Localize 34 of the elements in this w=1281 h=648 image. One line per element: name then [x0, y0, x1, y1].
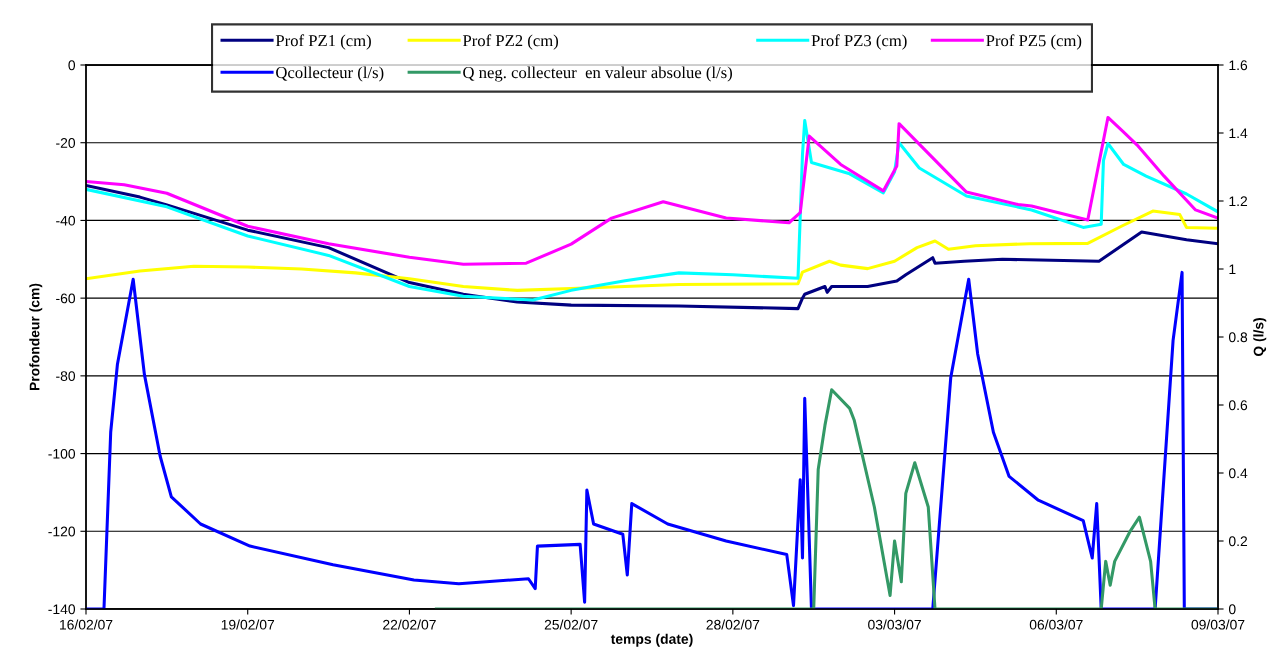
x-tick-label: 06/03/07 [1029, 619, 1083, 630]
legend-label: Prof PZ1 (cm) [275, 34, 371, 50]
y-tick-label: -140 [48, 604, 76, 615]
legend-label: Prof PZ5 (cm) [986, 34, 1082, 50]
y2-tick-label: 1 [1229, 264, 1236, 275]
legend-label: Qcollecteur (l/s) [276, 66, 384, 82]
legend-label: Prof PZ3 (cm) [811, 34, 907, 50]
y2-tick-label: 1.4 [1229, 128, 1248, 139]
x-tick-label: 16/02/07 [60, 619, 113, 630]
y-tick-label: -40 [56, 215, 76, 226]
legend-label: Prof PZ2 (cm) [462, 34, 559, 50]
y-tick-label: -80 [56, 371, 76, 382]
y-tick-label: -100 [48, 448, 76, 459]
x-tick-label: 19/02/07 [221, 619, 275, 630]
y-tick-label: 0 [68, 60, 76, 71]
x-tick-label: 25/02/07 [544, 619, 598, 630]
y2-tick-label: 0.6 [1228, 400, 1248, 411]
y2-tick-label: 0 [1228, 604, 1236, 615]
x-axis-title: temps (date) [610, 633, 693, 647]
legend-label: Q neg. collecteur en valeur absolue (l/s) [463, 66, 732, 82]
y2-axis-title: Q (l/s) [1253, 318, 1267, 357]
x-tick-label: 03/03/07 [868, 619, 921, 630]
y2-tick-label: 0.2 [1228, 536, 1248, 547]
y-tick-label: -120 [48, 526, 76, 537]
y2-tick-label: 0.8 [1228, 332, 1248, 343]
y-tick-label: -60 [56, 293, 76, 304]
y-tick-label: -20 [56, 138, 76, 148]
y-axis-title: Profondeur (cm) [29, 283, 43, 391]
y2-tick-label: 1.6 [1229, 60, 1248, 71]
x-tick-label: 28/02/07 [706, 619, 760, 630]
x-tick-label: 09/03/07 [1191, 619, 1245, 630]
y2-tick-label: 1.2 [1229, 196, 1248, 207]
y2-tick-label: 0.4 [1228, 468, 1248, 479]
x-tick-label: 22/02/07 [383, 619, 436, 630]
